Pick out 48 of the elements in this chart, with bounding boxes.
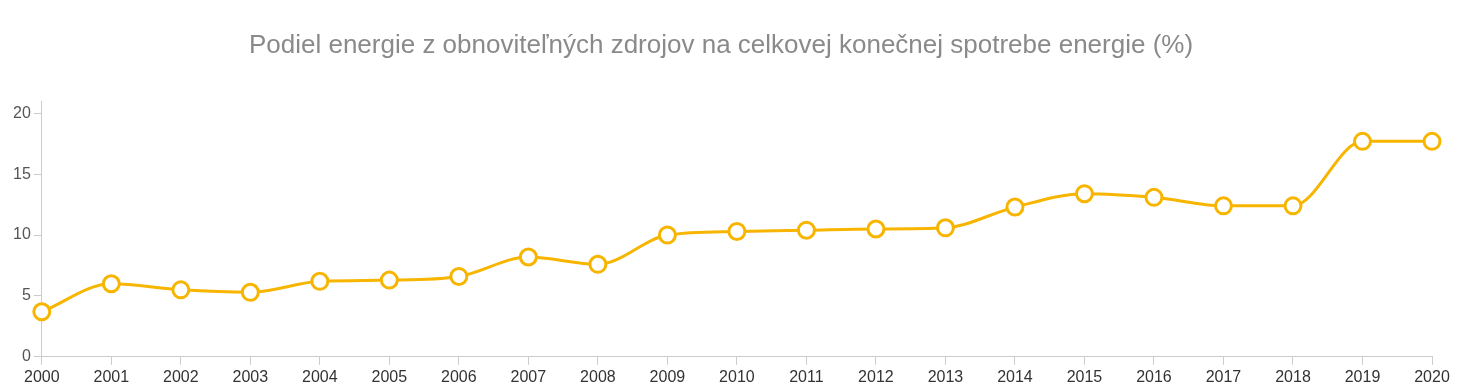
point: [1213, 196, 1233, 216]
x-tick-label: 2016: [1136, 367, 1172, 385]
x-tick-label: 2013: [927, 367, 964, 385]
x-tick-label: 2015: [1066, 367, 1103, 385]
chart-title: Podiel energie z obnoviteľných zdrojov na celkovej konečnej spotrebe energie (%): [248, 28, 1194, 59]
x-tick-label: 2000: [24, 367, 60, 385]
point: [935, 218, 955, 238]
point: [796, 220, 816, 240]
x-tick-label: 2018: [1275, 367, 1311, 385]
x-tick-label: 2008: [580, 367, 616, 385]
x-tick-label: 2014: [997, 367, 1033, 385]
point: [1144, 187, 1164, 207]
point: [1422, 131, 1442, 151]
x-tick-label: 2011: [789, 367, 824, 385]
point: [32, 302, 52, 322]
y-tick-label: 15: [13, 164, 31, 182]
x-tick-label: 2003: [232, 367, 269, 385]
point: [101, 274, 121, 294]
point: [1352, 131, 1372, 151]
point: [171, 280, 191, 300]
x-tick-label: 2020: [1414, 367, 1450, 385]
y-tick-label: 5: [21, 286, 31, 304]
point: [727, 221, 747, 241]
x-tick-label: 2019: [1344, 367, 1381, 385]
x-tick-label: 2010: [719, 367, 755, 385]
point: [1005, 197, 1025, 217]
point: [449, 266, 469, 286]
point: [379, 270, 399, 290]
x-tick-label: 2005: [371, 367, 408, 385]
x-tick-label: 2007: [510, 367, 547, 385]
x-tick-label: 2001: [93, 367, 130, 385]
y-tick-label: 0: [21, 347, 31, 365]
point: [1074, 184, 1094, 204]
point: [240, 282, 260, 302]
y-tick-label: 10: [13, 225, 31, 243]
point: [310, 271, 330, 291]
x-tick-label: 2004: [302, 367, 338, 385]
point: [588, 254, 608, 274]
point: [866, 219, 886, 239]
x-tick-label: 2002: [163, 367, 199, 385]
point: [657, 225, 677, 245]
point: [518, 247, 538, 267]
x-tick-label: 2006: [441, 367, 477, 385]
x-tick-label: 2017: [1205, 367, 1242, 385]
x-tick-label: 2009: [649, 367, 686, 385]
point: [1283, 196, 1303, 216]
x-tick-label: 2012: [858, 367, 894, 385]
y-tick-label: 20: [13, 103, 31, 121]
